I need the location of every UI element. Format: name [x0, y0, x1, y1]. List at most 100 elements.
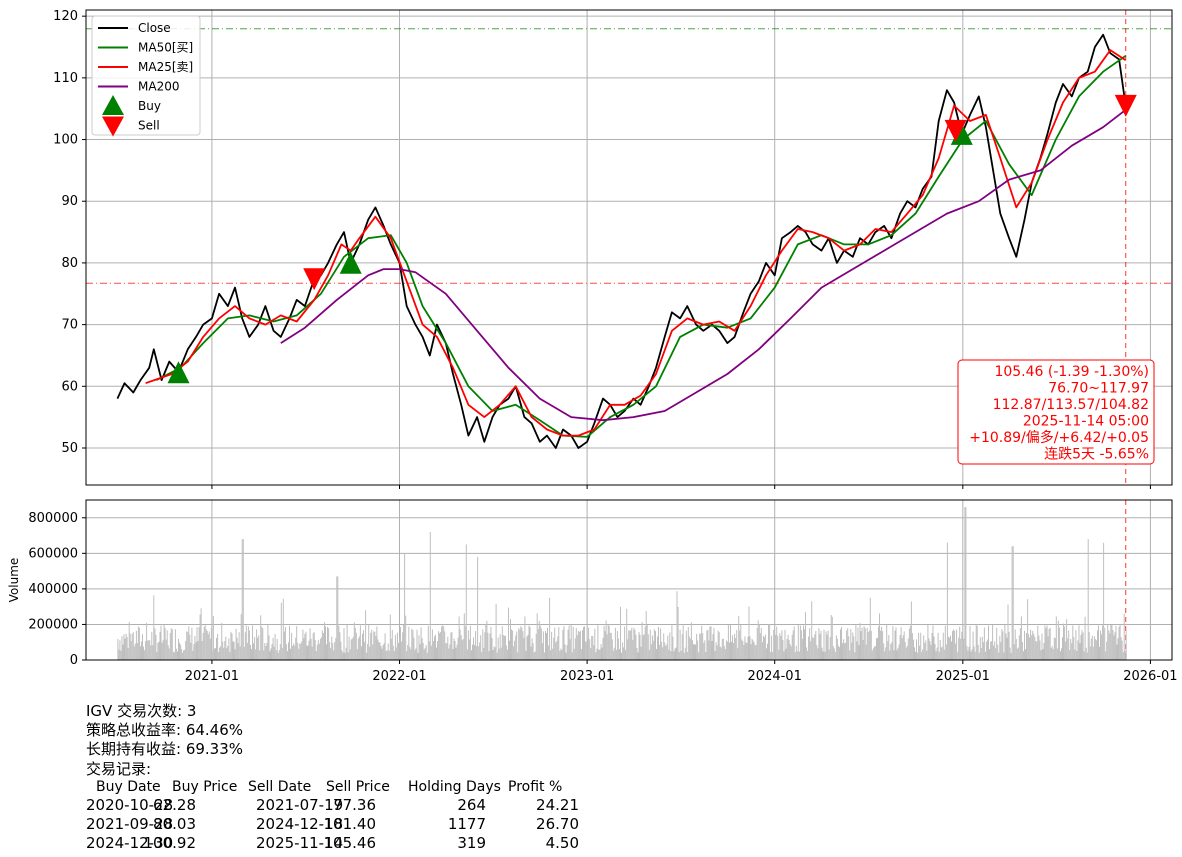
volume-bar — [678, 652, 680, 660]
volume-bar — [933, 636, 935, 660]
volume-bar — [960, 638, 962, 660]
volume-bar — [442, 625, 444, 660]
volume-bar — [669, 632, 671, 660]
volume-bar — [945, 644, 947, 660]
volume-bar — [595, 652, 597, 660]
volume-bar — [146, 622, 148, 660]
volume-bar — [951, 641, 952, 660]
volume-bar — [1101, 634, 1103, 660]
trades-table: Buy Date Buy Price Sell Date Sell Price Hold… — [86, 779, 646, 852]
volume-bar — [1041, 633, 1043, 660]
volume-bar — [487, 632, 489, 660]
volume-bar — [1081, 630, 1083, 660]
volume-bar — [1027, 599, 1029, 660]
volume-bar — [244, 632, 246, 660]
volume-bar — [241, 539, 243, 660]
volume-bar — [1008, 631, 1010, 660]
volume-bar — [374, 631, 376, 660]
volume-bar — [734, 633, 736, 660]
volume-bar — [471, 650, 472, 660]
volume-bar — [1047, 636, 1049, 660]
volume-bar — [597, 625, 599, 660]
volume-bar — [285, 644, 287, 660]
volume-bar — [981, 636, 983, 660]
volume-bar — [1071, 643, 1073, 660]
volume-bar — [282, 598, 284, 660]
volume-bar — [137, 626, 139, 660]
volume-bar — [611, 639, 613, 660]
volume-bar — [946, 542, 948, 660]
volume-bar — [961, 631, 963, 660]
volume-bar — [703, 643, 705, 660]
volume-bar — [976, 626, 978, 660]
volume-bar — [889, 650, 891, 660]
volume-bar — [510, 619, 511, 660]
volume-bar — [198, 627, 200, 660]
volume-y-tick-label: 600000 — [28, 546, 78, 561]
volume-bar — [197, 640, 199, 660]
volume-bar — [258, 635, 260, 660]
volume-bar — [994, 641, 996, 660]
volume-bar — [805, 612, 806, 660]
volume-bar — [594, 628, 596, 660]
volume-bar — [1053, 637, 1055, 660]
volume-bar — [167, 645, 169, 660]
volume-bar — [344, 652, 346, 660]
volume-bar — [219, 647, 221, 660]
volume-bar — [521, 627, 523, 660]
table-cell: 1177 — [447, 815, 486, 833]
volume-bar — [154, 628, 156, 660]
volume-bar — [781, 630, 783, 660]
volume-bar — [895, 627, 897, 660]
volume-bar — [1103, 542, 1105, 660]
volume-bar — [947, 636, 949, 660]
volume-bar — [1032, 630, 1034, 660]
volume-bar — [263, 650, 265, 660]
volume-bar — [686, 652, 688, 660]
sell-marker — [1114, 94, 1137, 117]
volume-bar — [1058, 627, 1060, 660]
volume-bar — [871, 650, 873, 660]
volume-bar — [422, 642, 424, 660]
volume-bar — [656, 649, 657, 660]
volume-bar — [172, 651, 174, 660]
volume-bar — [312, 633, 314, 660]
volume-bar — [266, 642, 268, 660]
volume-bar — [228, 638, 230, 660]
volume-bar — [126, 636, 128, 660]
annotation-line: 112.87/113.57/104.82 — [993, 397, 1149, 413]
volume-bar — [419, 644, 421, 660]
volume-bar — [458, 616, 460, 660]
volume-bar — [950, 635, 951, 660]
table-cell: 101.40 — [323, 815, 377, 833]
volume-bar — [142, 634, 143, 660]
price-y-tick-label: 90 — [61, 194, 78, 209]
volume-bar — [690, 622, 692, 660]
volume-bar — [812, 637, 814, 660]
volume-bar — [888, 635, 890, 660]
volume-bar — [580, 649, 582, 660]
volume-bar — [672, 636, 674, 660]
volume-axis-label: Volume — [7, 558, 21, 603]
volume-bar — [560, 648, 562, 660]
volume-bar — [1063, 623, 1064, 660]
volume-bar — [377, 639, 379, 660]
volume-bar — [386, 650, 388, 660]
volume-bar — [223, 647, 225, 660]
volume-bar — [473, 637, 474, 660]
volume-bar — [844, 643, 846, 660]
volume-bar — [231, 633, 233, 660]
info-annotation: 105.46 (-1.39 -1.30%)76.70~117.97112.87/… — [957, 359, 1155, 465]
volume-bar — [829, 637, 831, 660]
volume-bar — [935, 651, 937, 660]
volume-bar — [175, 648, 177, 660]
volume-bar — [825, 631, 827, 660]
volume-bar — [851, 642, 853, 660]
volume-bar — [827, 630, 829, 660]
volume-bar — [538, 620, 540, 660]
volume-bar — [911, 633, 913, 660]
volume-bar — [955, 643, 957, 660]
volume-bar — [1009, 647, 1011, 660]
volume-bar — [626, 608, 628, 660]
volume-bar — [274, 634, 276, 660]
